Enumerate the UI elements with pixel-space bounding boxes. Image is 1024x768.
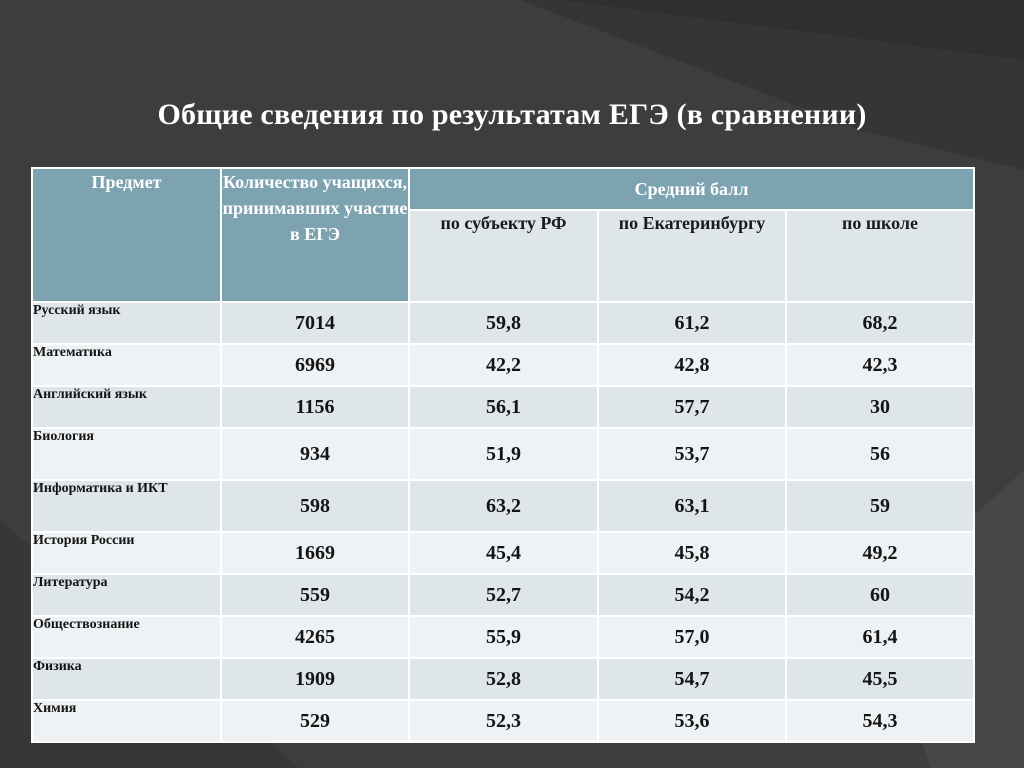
subject-cell: Английский язык xyxy=(31,385,222,429)
school-score-cell: 60 xyxy=(785,573,975,617)
region-score-cell: 42,2 xyxy=(408,343,599,387)
subject-cell: Обществознание xyxy=(31,615,222,659)
school-score-cell: 45,5 xyxy=(785,657,975,701)
header-school: по школе xyxy=(785,209,975,303)
city-score-cell: 57,7 xyxy=(597,385,787,429)
count-cell: 1909 xyxy=(220,657,410,701)
header-city: по Екатеринбургу xyxy=(597,209,787,303)
table-row: Математика 6969 42,2 42,8 42,3 xyxy=(31,343,975,387)
school-score-cell: 42,3 xyxy=(785,343,975,387)
city-score-cell: 42,8 xyxy=(597,343,787,387)
subject-cell: Химия xyxy=(31,699,222,743)
school-score-cell: 30 xyxy=(785,385,975,429)
city-score-cell: 53,7 xyxy=(597,427,787,481)
region-score-cell: 51,9 xyxy=(408,427,599,481)
city-score-cell: 57,0 xyxy=(597,615,787,659)
count-cell: 1669 xyxy=(220,531,410,575)
table-row: Биология 934 51,9 53,7 56 xyxy=(31,427,975,481)
table-row: Химия 529 52,3 53,6 54,3 xyxy=(31,699,975,743)
region-score-cell: 52,7 xyxy=(408,573,599,617)
table-row: Информатика и ИКТ 598 63,2 63,1 59 xyxy=(31,479,975,533)
count-cell: 529 xyxy=(220,699,410,743)
school-score-cell: 61,4 xyxy=(785,615,975,659)
subject-cell: Русский язык xyxy=(31,301,222,345)
count-cell: 934 xyxy=(220,427,410,481)
region-score-cell: 52,3 xyxy=(408,699,599,743)
table-row: История России 1669 45,4 45,8 49,2 xyxy=(31,531,975,575)
table-row: Литература 559 52,7 54,2 60 xyxy=(31,573,975,617)
count-cell: 598 xyxy=(220,479,410,533)
subject-cell: Литература xyxy=(31,573,222,617)
school-score-cell: 68,2 xyxy=(785,301,975,345)
count-cell: 7014 xyxy=(220,301,410,345)
city-score-cell: 45,8 xyxy=(597,531,787,575)
count-cell: 6969 xyxy=(220,343,410,387)
school-score-cell: 56 xyxy=(785,427,975,481)
subject-cell: Физика xyxy=(31,657,222,701)
school-score-cell: 49,2 xyxy=(785,531,975,575)
region-score-cell: 55,9 xyxy=(408,615,599,659)
region-score-cell: 59,8 xyxy=(408,301,599,345)
table-row: Английский язык 1156 56,1 57,7 30 xyxy=(31,385,975,429)
region-score-cell: 56,1 xyxy=(408,385,599,429)
region-score-cell: 63,2 xyxy=(408,479,599,533)
subject-cell: Биология xyxy=(31,427,222,481)
subject-cell: Информатика и ИКТ xyxy=(31,479,222,533)
school-score-cell: 59 xyxy=(785,479,975,533)
header-average-score: Средний балл xyxy=(408,167,975,211)
results-table: Предмет Количество учащихся, принимавших… xyxy=(31,167,975,743)
city-score-cell: 54,2 xyxy=(597,573,787,617)
table-row: Обществознание 4265 55,9 57,0 61,4 xyxy=(31,615,975,659)
count-cell: 559 xyxy=(220,573,410,617)
city-score-cell: 54,7 xyxy=(597,657,787,701)
school-score-cell: 54,3 xyxy=(785,699,975,743)
header-region: по субъекту РФ xyxy=(408,209,599,303)
region-score-cell: 52,8 xyxy=(408,657,599,701)
header-subject: Предмет xyxy=(31,167,222,303)
count-cell: 4265 xyxy=(220,615,410,659)
table-row: Русский язык 7014 59,8 61,2 68,2 xyxy=(31,301,975,345)
header-count: Количество учащихся, принимавших участие… xyxy=(220,167,410,303)
city-score-cell: 53,6 xyxy=(597,699,787,743)
region-score-cell: 45,4 xyxy=(408,531,599,575)
city-score-cell: 63,1 xyxy=(597,479,787,533)
table-row: Физика 1909 52,8 54,7 45,5 xyxy=(31,657,975,701)
city-score-cell: 61,2 xyxy=(597,301,787,345)
subject-cell: Математика xyxy=(31,343,222,387)
count-cell: 1156 xyxy=(220,385,410,429)
subject-cell: История России xyxy=(31,531,222,575)
slide-title: Общие сведения по результатам ЕГЭ (в сра… xyxy=(157,98,867,131)
